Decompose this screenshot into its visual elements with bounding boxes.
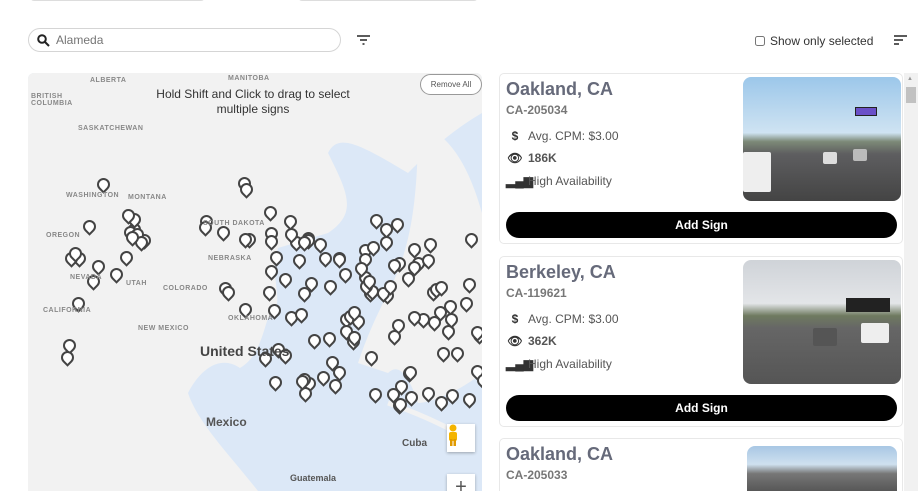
impressions-row: 👁 186K — [506, 151, 557, 165]
show-only-selected[interactable]: Show only selected — [755, 34, 873, 48]
availability-row: ▂▄▆ High Availability — [506, 357, 612, 371]
search-box[interactable] — [28, 28, 341, 52]
sign-card[interactable]: Oakland, CA CA-205033 — [499, 438, 903, 491]
sign-city: Berkeley, CA — [506, 262, 616, 282]
sign-card[interactable]: Berkeley, CA CA-119621 $ Avg. CPM: $3.00 … — [499, 256, 903, 427]
top-tab-1[interactable] — [30, 0, 205, 1]
show-only-selected-checkbox[interactable] — [755, 36, 765, 46]
map-label: SASKATCHEWAN — [78, 125, 144, 132]
sign-code: CA-205033 — [506, 468, 568, 482]
cpm-value: Avg. CPM: $3.00 — [528, 129, 619, 143]
add-sign-button[interactable]: Add Sign — [506, 395, 897, 421]
cpm-row: $ Avg. CPM: $3.00 — [506, 129, 619, 143]
map[interactable]: BRITISH COLUMBIA ALBERTA MANITOBA SASKATCHE… — [28, 73, 482, 491]
map-label: SOUTH DAKOTA — [203, 220, 265, 227]
map-label: BRITISH COLUMBIA — [31, 93, 73, 107]
scroll-up-icon[interactable]: ▲ — [907, 76, 913, 82]
map-label: ALBERTA — [90, 77, 127, 84]
sign-photo — [743, 260, 901, 384]
sign-code: CA-205034 — [506, 103, 568, 117]
availability-value: High Availability — [528, 174, 612, 188]
search-icon — [37, 33, 50, 47]
map-label: NEVADA — [70, 274, 103, 281]
dollar-icon: $ — [511, 129, 519, 143]
eye-icon: 👁 — [507, 151, 523, 165]
map-label: WASHINGTON — [66, 192, 120, 199]
map-hint: Hold Shift and Click to drag to select m… — [156, 87, 350, 116]
add-sign-button[interactable]: Add Sign — [506, 212, 897, 238]
map-label: NEW MEXICO — [138, 325, 189, 332]
show-only-selected-label: Show only selected — [770, 34, 874, 48]
top-tab-2[interactable] — [298, 0, 478, 1]
pegman-icon — [449, 424, 457, 446]
availability-value: High Availability — [528, 357, 612, 371]
map-label: Cuba — [402, 438, 427, 449]
impressions-row: 👁 362K — [506, 334, 557, 348]
sign-photo — [743, 77, 901, 201]
cpm-row: $ Avg. CPM: $3.00 — [506, 312, 619, 326]
scrollbar[interactable]: ▲ — [904, 73, 918, 491]
map-label: OREGON — [46, 232, 81, 239]
availability-row: ▂▄▆ High Availability — [506, 174, 612, 188]
scrollbar-thumb[interactable] — [906, 87, 916, 103]
impressions-value: 186K — [528, 151, 557, 165]
signal-bars-icon: ▂▄▆ — [506, 357, 533, 371]
eye-icon: 👁 — [507, 334, 523, 348]
zoom-in-button[interactable]: + — [447, 474, 475, 491]
map-label: CALIFORNIA — [43, 307, 92, 314]
sign-photo — [747, 446, 897, 491]
map-label: United States — [200, 343, 290, 359]
remove-all-button[interactable]: Remove All — [420, 74, 482, 95]
impressions-value: 362K — [528, 334, 557, 348]
sort-icon[interactable] — [894, 35, 907, 46]
sign-city: Oakland, CA — [506, 444, 614, 464]
map-label: COLORADO — [163, 285, 208, 292]
map-label: NEBRASKA — [208, 255, 252, 262]
sign-card[interactable]: Oakland, CA CA-205034 $ Avg. CPM: $3.00 👁… — [499, 73, 903, 244]
sign-city: Oakland, CA — [506, 79, 614, 99]
map-label: UTAH — [126, 280, 147, 287]
map-label: MONTANA — [128, 194, 167, 201]
filter-icon[interactable] — [357, 35, 370, 46]
map-label: Guatemala — [290, 473, 337, 483]
search-input[interactable] — [56, 33, 316, 47]
sign-list: Oakland, CA CA-205034 $ Avg. CPM: $3.00 👁… — [499, 73, 904, 491]
map-label: OKLAHOMA — [228, 315, 274, 322]
signal-bars-icon: ▂▄▆ — [506, 174, 533, 188]
dollar-icon: $ — [511, 312, 519, 326]
street-view-pegman[interactable] — [447, 424, 475, 452]
sign-code: CA-119621 — [506, 286, 567, 300]
cpm-value: Avg. CPM: $3.00 — [528, 312, 619, 326]
map-label: MANITOBA — [228, 75, 270, 82]
map-label: Mexico — [206, 415, 247, 429]
